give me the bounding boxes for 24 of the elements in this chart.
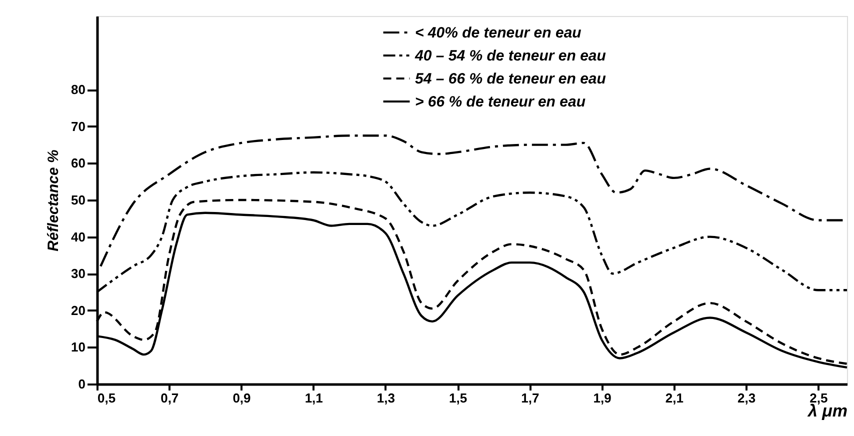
x-tick-label: 0,7 [160, 390, 179, 406]
y-tick-label: 60 [71, 156, 86, 171]
legend-label: > 66 % de teneur en eau [415, 94, 586, 110]
y-tick-label: 0 [78, 376, 86, 392]
y-tick-label: 10 [71, 340, 86, 355]
y-tick-label: 80 [71, 82, 86, 98]
y-tick-label: 20 [71, 302, 86, 318]
x-tick-label: 0,9 [232, 390, 251, 406]
y-tick-label: 30 [71, 266, 86, 282]
y-tick-label: 50 [71, 192, 86, 208]
x-tick-label: 1,9 [593, 390, 612, 406]
x-tick-label: 0,5 [98, 390, 116, 406]
x-tick-label: 2,3 [738, 390, 756, 406]
legend-label: 54 – 66 % de teneur en eau [415, 70, 606, 88]
x-tick-label: 1,5 [449, 390, 468, 406]
legend-label: 40 – 54 % de teneur en eau [414, 48, 606, 64]
legend-label: < 40% de teneur en eau [415, 24, 582, 42]
y-tick-label: 40 [71, 229, 86, 244]
x-tick-label: 1,3 [376, 390, 395, 406]
x-tick-label: 1,1 [304, 390, 323, 406]
y-axis-title: Réflectance % [45, 150, 62, 252]
x-tick-label: 2,1 [665, 390, 684, 406]
y-tick-label: 70 [71, 118, 86, 134]
x-tick-label: 1,7 [521, 390, 540, 406]
